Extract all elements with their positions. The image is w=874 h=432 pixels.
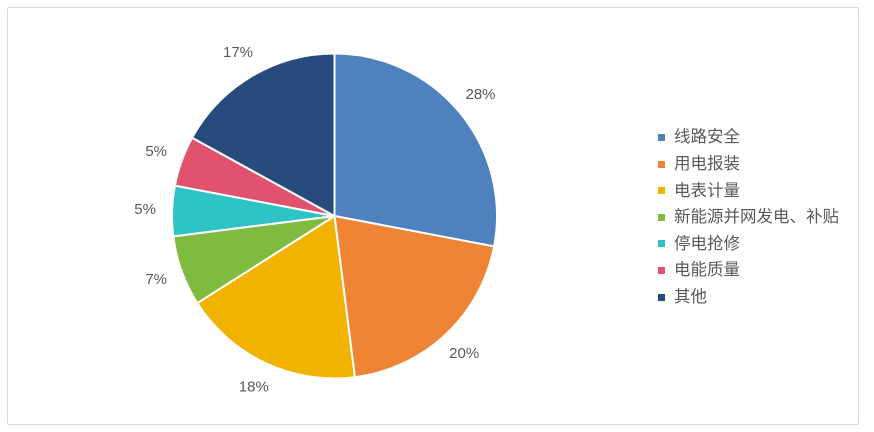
svg-text:17%: 17%: [223, 44, 253, 61]
svg-text:7%: 7%: [145, 271, 167, 288]
svg-text:20%: 20%: [449, 345, 479, 362]
svg-text:18%: 18%: [239, 378, 269, 395]
svg-text:5%: 5%: [134, 201, 156, 218]
svg-text:28%: 28%: [465, 86, 495, 103]
svg-text:5%: 5%: [145, 143, 167, 160]
